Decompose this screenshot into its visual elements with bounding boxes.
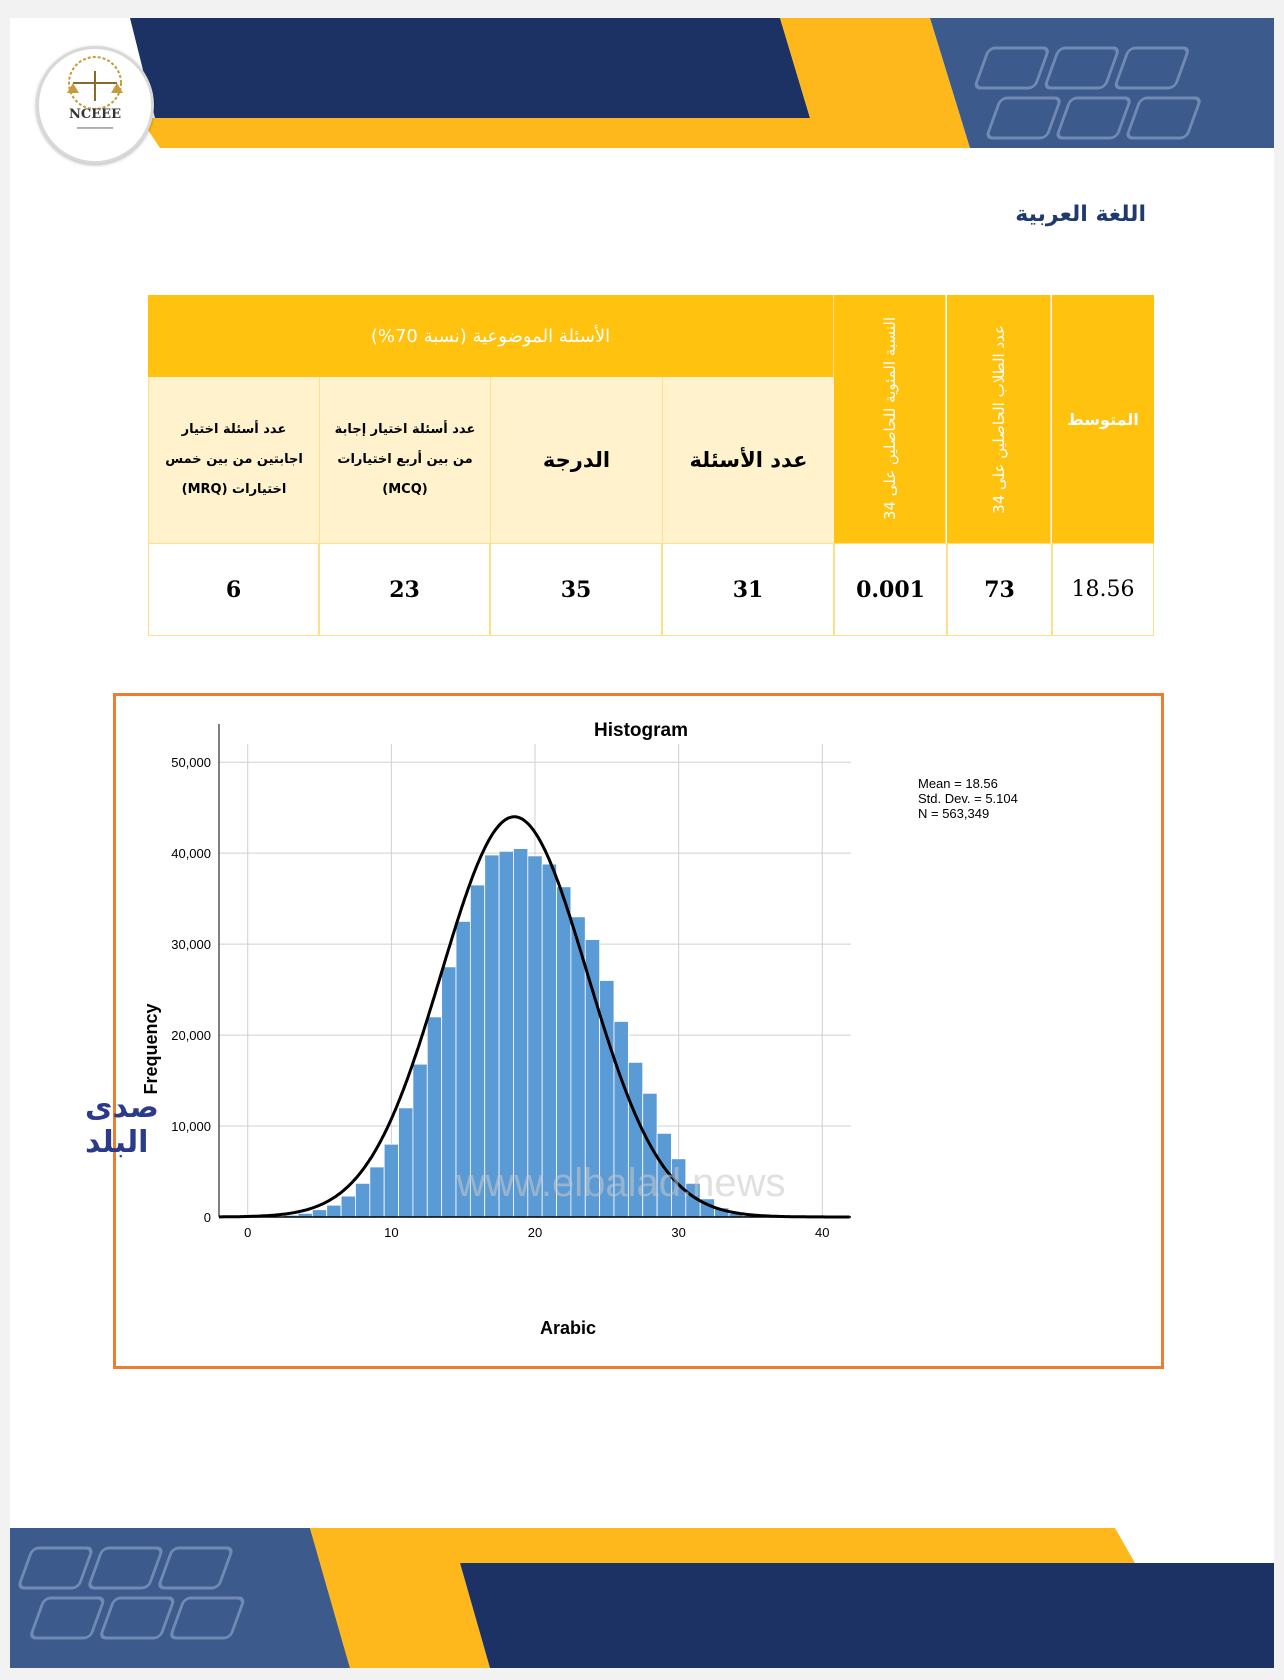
header-mean-label: المتوسط xyxy=(1067,409,1139,429)
histogram-bar xyxy=(355,1182,371,1218)
watermark-url: www.elbalad.news xyxy=(455,1161,785,1205)
y-tick-label: 30,000 xyxy=(171,937,211,952)
histogram-bar xyxy=(398,1107,414,1218)
value-mrq: 6 xyxy=(148,543,319,636)
value-percentage: 0.001 xyxy=(834,543,947,636)
histogram-chart: Histogram Frequency Arabic Mean = 18.56 … xyxy=(141,720,1018,1338)
histogram-bar xyxy=(383,1143,399,1218)
y-tick-label: 10,000 xyxy=(171,1119,211,1134)
logo-text: NCEEE xyxy=(69,107,121,122)
header-mean: المتوسط xyxy=(1052,295,1154,543)
header-mcq-line2: من بين أربع اختيارات xyxy=(337,452,473,467)
x-tick-label: 0 xyxy=(244,1225,251,1240)
logo-arabic-caption: ━━━━━━━━━━ xyxy=(76,125,114,132)
header-mcq-line1: عدد أسئلة اختيار إجابة xyxy=(334,422,476,437)
y-tick-label: 50,000 xyxy=(171,755,211,770)
y-tick-label: 40,000 xyxy=(171,846,211,861)
header-mrq-line3: اختيارات (MRQ) xyxy=(181,482,287,497)
value-mean: 18.56 xyxy=(1052,543,1154,636)
stats-table: المتوسط عدد الطلاب الحاصلين على 34 النسب… xyxy=(148,295,1154,653)
header-objective-group-label: الأسئلة الموضوعية (نسبة 70%) xyxy=(370,325,611,347)
histogram-chart-box: Histogram Frequency Arabic Mean = 18.56 … xyxy=(113,693,1164,1369)
header-mrq-line2: اجابتين من بين خمس xyxy=(165,452,303,467)
x-tick-label: 30 xyxy=(671,1225,685,1240)
chart-ylabel: Frequency xyxy=(141,1003,161,1094)
header-num-questions: عدد الأسئلة xyxy=(662,377,834,543)
watermark-brand: صدى البلد xyxy=(85,1090,159,1160)
value-mcq: 23 xyxy=(319,543,490,636)
x-tick-label: 20 xyxy=(528,1225,542,1240)
normal-curve xyxy=(219,815,850,1219)
header-num-questions-label: عدد الأسئلة xyxy=(689,448,808,472)
header-percentage: النسبة المئوية للحاصلين على 34 xyxy=(834,295,946,543)
stat-mean: Mean = 18.56 xyxy=(918,776,998,791)
histogram-bar xyxy=(326,1204,342,1218)
scales-icon xyxy=(67,56,123,110)
x-tick-label: 40 xyxy=(815,1225,829,1240)
header-objective-group: الأسئلة الموضوعية (نسبة 70%) xyxy=(148,295,834,377)
header-score: الدرجة xyxy=(490,377,662,543)
elbalad-watermark-logo: صدى البلد xyxy=(85,1090,225,1170)
footer-band xyxy=(10,1528,1274,1668)
stat-std: Std. Dev. = 5.104 xyxy=(918,791,1018,806)
histogram-bar xyxy=(441,966,457,1218)
value-num-questions: 31 xyxy=(662,543,834,636)
histogram-bar xyxy=(311,1209,328,1218)
histogram-bar xyxy=(412,1063,428,1218)
header-score-label: الدرجة xyxy=(542,448,611,472)
y-tick-label: 0 xyxy=(204,1210,211,1225)
chart-xlabel: Arabic xyxy=(540,1318,596,1338)
header-mcq-line3: (MCQ) xyxy=(382,482,428,497)
report-page: NCEEE ━━━━━━━━━━ اللغة العربية المتوسط ع… xyxy=(10,18,1274,1668)
histogram-bar xyxy=(369,1166,385,1218)
histogram-bar xyxy=(426,1016,443,1218)
nceee-logo: NCEEE ━━━━━━━━━━ xyxy=(36,46,154,164)
header-mcq: عدد أسئلة اختيار إجابة من بين أربع اختيا… xyxy=(319,377,490,543)
value-score: 35 xyxy=(490,543,662,636)
header-percentage-label: النسبة المئوية للحاصلين على 34 xyxy=(880,317,899,521)
header-mrq: عدد أسئلة اختيار اجابتين من بين خمس اختي… xyxy=(148,377,319,543)
histogram-bar xyxy=(340,1195,356,1218)
y-tick-label: 20,000 xyxy=(171,1028,211,1043)
x-tick-label: 10 xyxy=(384,1225,398,1240)
chart-title: Histogram xyxy=(594,720,688,741)
stat-n: N = 563,349 xyxy=(918,806,989,821)
value-students-count: 73 xyxy=(947,543,1052,636)
header-students-count-label: عدد الطلاب الحاصلين على 34 xyxy=(989,324,1008,514)
header-mrq-line1: عدد أسئلة اختيار xyxy=(181,422,287,437)
section-title: اللغة العربية xyxy=(1015,202,1146,227)
header-students-count: عدد الطلاب الحاصلين على 34 xyxy=(947,295,1051,543)
header-band xyxy=(10,18,1274,158)
